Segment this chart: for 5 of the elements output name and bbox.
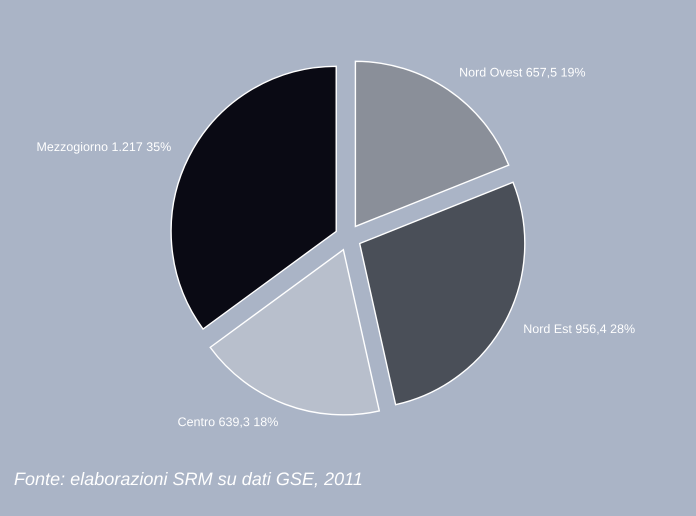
slice-label: Nord Ovest 657,5 19% bbox=[460, 67, 586, 78]
slice-label: Nord Est 956,4 28% bbox=[524, 324, 635, 335]
source-note: Fonte: elaborazioni SRM su dati GSE, 2011 bbox=[14, 472, 362, 488]
slice-label: Mezzogiorno 1.217 35% bbox=[37, 142, 171, 154]
slice-label: Centro 639,3 18% bbox=[178, 417, 278, 428]
